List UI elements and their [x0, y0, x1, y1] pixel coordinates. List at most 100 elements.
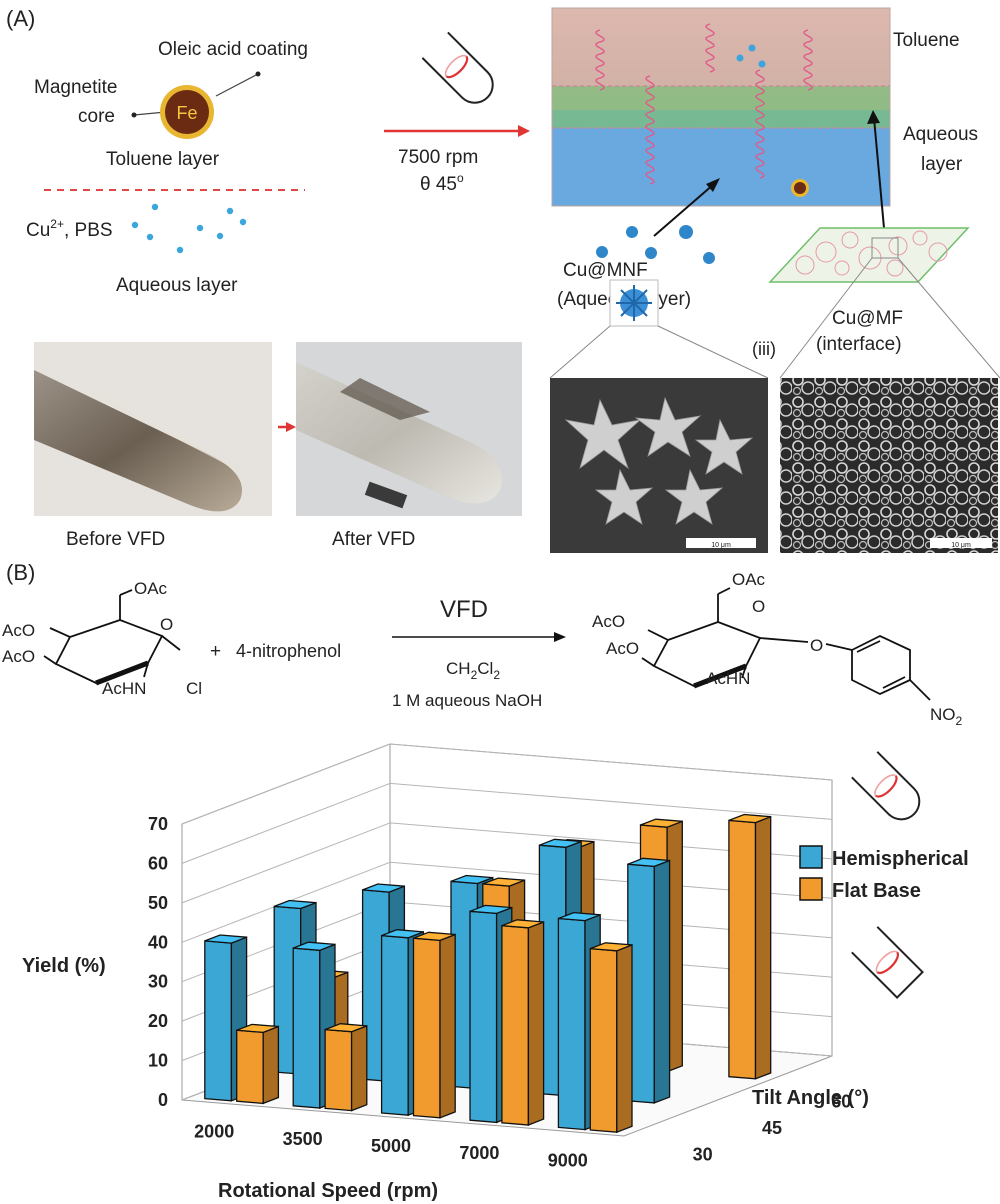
panel-b-tag: (B) [6, 560, 35, 585]
y-tick-label: 0 [158, 1090, 168, 1110]
mnf-dots [596, 225, 715, 264]
product-sugar-ring [641, 587, 931, 701]
product-aco-2: AcO [606, 639, 639, 658]
legend-swatch-flat [799, 877, 823, 901]
z-tick-label: 30 [693, 1145, 713, 1165]
before-vfd-label: Before VFD [66, 529, 165, 550]
x-tick-label: 7000 [459, 1143, 499, 1163]
mnf-flower-icon [616, 285, 652, 321]
core-label-2: core [78, 106, 115, 127]
bar-front-face [380, 934, 409, 1116]
zoom-line-1 [549, 325, 611, 379]
bar-flat-base [324, 1023, 368, 1112]
mf-label-1: Cu@MF [832, 308, 903, 329]
z-tick-label: 60 [831, 1091, 851, 1111]
process-arrow-head [518, 125, 530, 137]
bar-flat-base [412, 931, 456, 1119]
bar-flat-base [589, 942, 633, 1134]
reactant-sugar-ring [43, 589, 181, 686]
bar-front-face [412, 937, 441, 1119]
vfd-tube-icon-a [421, 31, 494, 104]
reactant-ring-o: O [160, 615, 173, 634]
oleic-acid-label: Oleic acid coating [158, 39, 308, 60]
mnf-arrow-head [706, 178, 720, 192]
bar-top-face [413, 931, 456, 942]
bar-side-face [616, 943, 633, 1134]
zoom-line-2 [657, 325, 769, 379]
product-ring-o: O [752, 597, 765, 616]
no2-label: NO2 [930, 705, 963, 728]
nitrophenol-label: 4-nitrophenol [236, 641, 341, 661]
aqueous-label-2: layer [921, 154, 963, 175]
zoom-line-4 [897, 257, 1000, 379]
bar-top-face [728, 813, 771, 824]
reactant-aco-2: AcO [2, 647, 35, 666]
bar-side-face [653, 859, 671, 1104]
scale-bar-2: 10 μm [951, 542, 971, 549]
chart-ticks: 0 10 20 30 40 50 60 70 2000 3500 5000 7000 9000 30 45 6… [148, 814, 851, 1170]
bar-side-face [527, 921, 545, 1126]
y-gridline [181, 822, 833, 904]
bar-flat-base [728, 813, 772, 1080]
bar-side-face [439, 933, 456, 1119]
y-tick-label: 20 [148, 1011, 168, 1031]
core-pointer-dot [131, 112, 137, 118]
x-tick-label: 9000 [548, 1150, 588, 1170]
x-tick-label: 2000 [194, 1122, 234, 1142]
bar-top-face [501, 919, 544, 929]
bar-top-face [558, 911, 601, 922]
vortex-coils [595, 23, 813, 185]
y-tick-label: 10 [148, 1051, 168, 1071]
mf-arrow-line [873, 117, 885, 229]
reaction-arrow-head [554, 632, 566, 642]
bar-top-face [627, 857, 670, 868]
y-gridline [181, 743, 833, 825]
bar-flat-base [501, 919, 545, 1126]
bar-top-face [381, 929, 424, 939]
box-cu-dots [736, 44, 766, 68]
bar-top-face [482, 877, 525, 887]
bar-front-face [469, 910, 498, 1124]
z-axis-label: Tilt Angle (°) [752, 1087, 869, 1109]
y-gridline [181, 782, 833, 864]
legend: Hemispherical Flat Base [799, 751, 969, 999]
bar-front-face [557, 917, 586, 1131]
legend-tube-icon-flat [851, 926, 924, 999]
y-tick-label: 30 [148, 972, 168, 992]
toluene-label: Toluene [893, 30, 960, 51]
cu-pbs-label: Cu2+, PBS [26, 217, 113, 241]
zoom-line-3 [779, 257, 873, 379]
aqueous-label-1: Aqueous [903, 124, 978, 145]
photo-arrow-head [286, 422, 296, 432]
box-particle-core [794, 182, 806, 194]
bar-top-face [539, 838, 582, 848]
mnf-label-1: Cu@MNF [563, 260, 648, 281]
bar-top-face [640, 818, 683, 828]
product-aco-1: AcO [592, 612, 625, 631]
y-gridline [181, 861, 833, 943]
x-tick-label: 3500 [283, 1129, 323, 1149]
after-vfd-label: After VFD [332, 529, 415, 550]
base-label: 1 M aqueous NaOH [392, 691, 542, 710]
aqueous-layer-label: Aqueous layer [116, 275, 238, 296]
bar-hemispherical [627, 857, 671, 1104]
sem-image-mf: 10 μm [780, 378, 998, 553]
mnf-arrow-line [653, 183, 715, 237]
oleic-pointer [215, 73, 259, 97]
bar-top-face [236, 1023, 279, 1034]
y-axis-label: Yield (%) [22, 955, 106, 977]
scale-bar-1: 10 μm [711, 542, 731, 549]
oleic-pointer-dot [255, 71, 261, 77]
bar-front-face [324, 1028, 353, 1112]
bar-top-face [324, 1023, 368, 1033]
bar-front-face [236, 1029, 264, 1105]
x-tick-label: 5000 [371, 1136, 411, 1156]
bar-front-face [204, 940, 233, 1102]
bar-side-face [754, 815, 772, 1080]
mf-label-2: (interface) [816, 334, 902, 355]
iii-label: (iii) [752, 339, 776, 359]
bar-front-face [292, 947, 321, 1109]
bar-top-face [362, 883, 405, 893]
reactant-oac: OAc [134, 579, 168, 598]
